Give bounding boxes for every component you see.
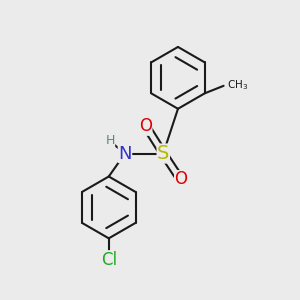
- Text: H: H: [106, 134, 115, 147]
- Text: O: O: [139, 117, 152, 135]
- Text: O: O: [174, 170, 188, 188]
- Text: CH$_3$: CH$_3$: [227, 78, 249, 92]
- Text: Cl: Cl: [101, 250, 117, 268]
- Text: N: N: [118, 145, 132, 163]
- Text: S: S: [157, 144, 170, 163]
